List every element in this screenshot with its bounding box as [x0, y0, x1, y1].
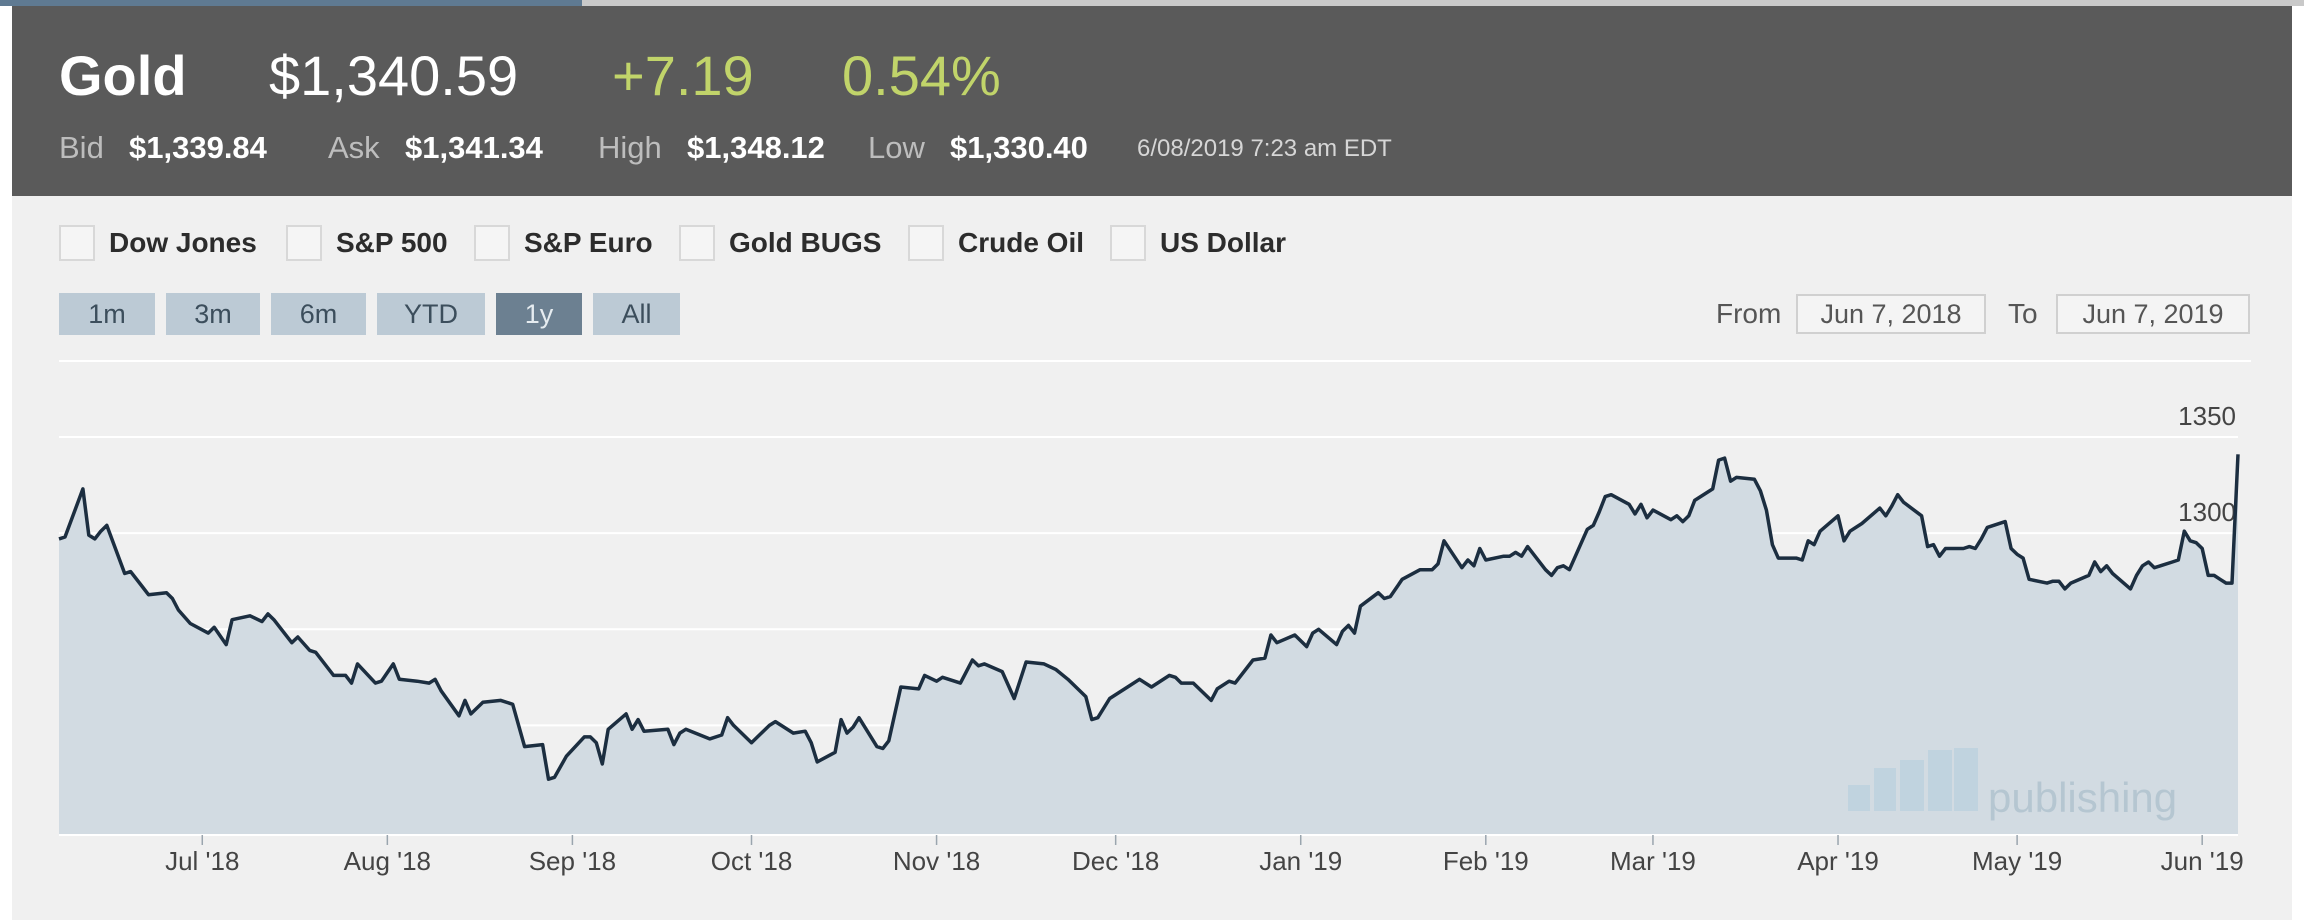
quote-timestamp: 6/08/2019 7:23 am EDT — [1137, 135, 1392, 162]
range-1y-button[interactable]: 1y — [496, 293, 582, 335]
bid-value: $1,339.84 — [129, 130, 267, 165]
checkbox[interactable] — [1110, 225, 1146, 261]
symbol-title: Gold — [59, 44, 187, 107]
watermark-text: publishing — [1988, 774, 2177, 821]
watermark-logo-bar — [1874, 768, 1896, 811]
compare-dow-jones[interactable]: Dow Jones — [59, 222, 257, 264]
checkbox[interactable] — [474, 225, 510, 261]
compare-crude-oil[interactable]: Crude Oil — [908, 222, 1084, 264]
checkbox[interactable] — [286, 225, 322, 261]
watermark-logo-bar — [1928, 750, 1952, 811]
from-label: From — [1716, 298, 1782, 329]
compare-label: US Dollar — [1160, 227, 1287, 258]
y-tick-label: 1350 — [2178, 401, 2236, 431]
range-6m-button[interactable]: 6m — [271, 293, 366, 335]
price-change: +7.19 — [612, 44, 754, 107]
active-tab-indicator — [0, 0, 582, 6]
last-price: $1,340.59 — [269, 44, 519, 107]
watermark-logo-bar — [1848, 785, 1870, 811]
separator — [59, 360, 2251, 362]
x-tick-label: May '19 — [1972, 846, 2062, 876]
watermark-logo-bar — [1954, 748, 1978, 811]
compare-sp-500[interactable]: S&P 500 — [286, 222, 448, 264]
to-label: To — [2008, 298, 2038, 329]
x-tick-label: Dec '18 — [1072, 846, 1159, 876]
checkbox[interactable] — [908, 225, 944, 261]
compare-sp-euro[interactable]: S&P Euro — [474, 222, 653, 264]
x-tick-label: Mar '19 — [1610, 846, 1696, 876]
range-all-button[interactable]: All — [593, 293, 680, 335]
x-tick-label: Sep '18 — [529, 846, 616, 876]
price-change-percent: 0.54% — [842, 44, 1001, 107]
x-tick-label: Nov '18 — [893, 846, 980, 876]
y-tick-label: 1300 — [2178, 497, 2236, 527]
x-tick-label: Aug '18 — [344, 846, 431, 876]
x-tick-label: Jun '19 — [2161, 846, 2244, 876]
x-tick-label: Apr '19 — [1797, 846, 1879, 876]
ask-value: $1,341.34 — [405, 130, 543, 165]
x-tick-label: Feb '19 — [1443, 846, 1529, 876]
range-3m-button[interactable]: 3m — [166, 293, 260, 335]
high-value: $1,348.12 — [687, 130, 825, 165]
low-label: Low — [868, 130, 925, 165]
compare-label: Crude Oil — [958, 227, 1085, 258]
to-date-input[interactable]: Jun 7, 2019 — [2056, 294, 2250, 334]
x-tick-label: Jul '18 — [165, 846, 239, 876]
compare-label: Dow Jones — [109, 227, 257, 258]
bid-label: Bid — [59, 130, 104, 165]
range-1m-button[interactable]: 1m — [59, 293, 155, 335]
high-label: High — [598, 130, 662, 165]
ask-label: Ask — [328, 130, 380, 165]
page-top-strip — [0, 0, 2304, 6]
compare-us-dollar[interactable]: US Dollar — [1110, 222, 1286, 264]
x-tick-label: Oct '18 — [711, 846, 793, 876]
quote-header: Gold $1,340.59 +7.19 0.54% Bid $1,339.84… — [12, 6, 2292, 196]
compare-label: Gold BUGS — [729, 227, 882, 258]
low-value: $1,330.40 — [950, 130, 1088, 165]
checkbox[interactable] — [679, 225, 715, 261]
series-line — [58, 454, 2240, 781]
compare-label: S&P Euro — [524, 227, 653, 258]
series-area — [59, 454, 2238, 835]
compare-label: S&P 500 — [336, 227, 448, 258]
compare-gold-bugs[interactable]: Gold BUGS — [679, 222, 881, 264]
from-date-input[interactable]: Jun 7, 2018 — [1796, 294, 1986, 334]
checkbox[interactable] — [59, 225, 95, 261]
x-tick-label: Jan '19 — [1259, 846, 1342, 876]
watermark-logo-bar — [1900, 760, 1924, 811]
range-ytd-button[interactable]: YTD — [377, 293, 485, 335]
